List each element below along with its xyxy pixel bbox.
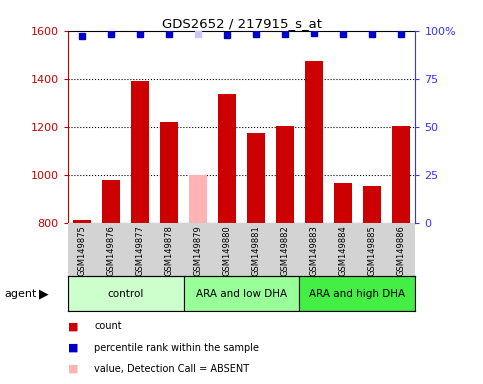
Text: ARA and low DHA: ARA and low DHA	[196, 289, 287, 299]
Bar	[131, 81, 149, 223]
Text: GSM149878: GSM149878	[165, 225, 173, 276]
Text: percentile rank within the sample: percentile rank within the sample	[94, 343, 259, 353]
Text: ARA and high DHA: ARA and high DHA	[309, 289, 406, 299]
Text: control: control	[107, 289, 144, 299]
Text: GSM149882: GSM149882	[281, 225, 289, 276]
Bar	[363, 185, 381, 223]
Bar	[305, 61, 323, 223]
Bar	[102, 180, 120, 223]
Text: GSM149880: GSM149880	[223, 225, 231, 276]
Text: ■: ■	[68, 343, 78, 353]
Bar	[334, 183, 352, 223]
Text: GSM149875: GSM149875	[78, 225, 86, 276]
Text: count: count	[94, 321, 122, 331]
Bar	[189, 175, 207, 223]
Text: GSM149885: GSM149885	[368, 225, 376, 276]
Text: GSM149881: GSM149881	[252, 225, 260, 276]
Text: GSM149877: GSM149877	[136, 225, 144, 276]
Text: GSM149876: GSM149876	[107, 225, 115, 276]
Text: ■: ■	[68, 321, 78, 331]
Bar	[184, 276, 299, 311]
Bar	[392, 126, 410, 223]
Bar	[68, 276, 184, 311]
Text: value, Detection Call = ABSENT: value, Detection Call = ABSENT	[94, 364, 249, 374]
Bar	[247, 133, 265, 223]
Bar	[276, 126, 294, 223]
Text: GSM149879: GSM149879	[194, 225, 202, 276]
Bar	[218, 94, 236, 223]
Bar	[73, 220, 91, 223]
Text: GSM149883: GSM149883	[310, 225, 318, 276]
Text: ▶: ▶	[39, 287, 48, 300]
Text: ■: ■	[68, 364, 78, 374]
Text: GSM149884: GSM149884	[339, 225, 347, 276]
Text: GDS2652 / 217915_s_at: GDS2652 / 217915_s_at	[161, 17, 322, 30]
Bar	[299, 276, 415, 311]
Bar	[160, 122, 178, 223]
Text: agent: agent	[5, 289, 37, 299]
Text: GSM149886: GSM149886	[397, 225, 405, 276]
